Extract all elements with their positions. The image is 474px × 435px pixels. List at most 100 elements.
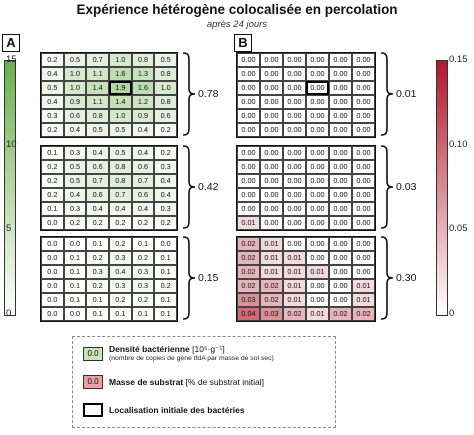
block-average-a-3: 0.15	[198, 272, 219, 284]
grid-cell: 0.02	[260, 293, 283, 307]
legend-location-swatch	[83, 403, 103, 417]
grid-cell: 0.00	[260, 53, 283, 67]
grid-cell: 0.7	[86, 53, 109, 67]
grid-cell: 0.0	[41, 216, 64, 230]
grid-cell: 0.2	[41, 160, 64, 174]
grid-cell: 0.00	[283, 160, 306, 174]
grid-cell: 0.7	[86, 174, 109, 188]
grid-cell: 0.5	[86, 123, 109, 137]
grid-cell: 0.3	[108, 251, 132, 265]
grid-cell: 0.2	[41, 53, 64, 67]
grid-cell: 0.00	[306, 188, 329, 202]
grid-cell: 0.00	[306, 160, 329, 174]
grid-cell: 0.1	[41, 202, 64, 216]
grid-cell: 0.1	[154, 307, 177, 321]
grid-cell: 0.4	[108, 265, 132, 279]
grid-cell: 0.1	[154, 265, 177, 279]
grid-b-block-2: 0.00 0.00 0.00 0.00 0.00 0.00 0.00 0.00 0.00 0.00…	[236, 145, 376, 231]
grid-cell: 0.00	[237, 53, 260, 67]
grid-cell: 0.02	[352, 307, 375, 321]
grid-cell: 0.8	[108, 174, 132, 188]
grid-cell: 0.2	[86, 279, 109, 293]
grid-cell: 0.3	[63, 202, 87, 216]
legend-density-unit: [10⁵·g⁻¹]	[192, 344, 225, 354]
grid-cell: 0.01	[306, 307, 329, 321]
grid-cell: 0.2	[154, 216, 177, 230]
grid-cell: 0.3	[131, 279, 155, 293]
grid-cell: 0.5	[108, 146, 132, 160]
grid-cell: 0.00	[352, 202, 375, 216]
grid-cell: 0.0	[41, 293, 64, 307]
grid-cell: 0.02	[260, 279, 283, 293]
grid-cell: 0.00	[352, 174, 375, 188]
grid-cell: 0.4	[63, 188, 87, 202]
grid-cell: 0.00	[260, 67, 283, 81]
grid-cell: 0.00	[260, 174, 283, 188]
grid-cell: 1.4	[86, 81, 109, 95]
colorbar-b-tick: 0.10	[449, 138, 468, 150]
grid-cell: 0.01	[352, 279, 375, 293]
grid-cell: 0.1	[63, 293, 87, 307]
legend-density-label: Densité bactérienne	[109, 344, 190, 354]
grid-cell: 0.00	[306, 237, 329, 251]
grid-cell: 0.1	[86, 307, 109, 321]
grid-cell: 0.01	[352, 293, 375, 307]
grid-a-block-3: 0.0 0.0 0.1 0.2 0.1 0.0 0.0 0.1 0.2 0.3 0.2 0.1 0.0 0…	[40, 236, 178, 322]
grid-cell: 0.00	[283, 146, 306, 160]
legend-substrate-text: Masse de substrat [% de substrat initial…	[109, 377, 264, 387]
grid-cell: 0.01	[260, 265, 283, 279]
colorbar-a-tick: 15	[6, 54, 17, 65]
grid-cell: 0.00	[329, 109, 352, 123]
grid-cell: 1.0	[108, 109, 132, 123]
grid-cell: 0.00	[260, 202, 283, 216]
grid-cell: 0.00	[306, 67, 329, 81]
grid-cell: 1.6	[131, 81, 155, 95]
grid-cell: 0.00	[237, 146, 260, 160]
grid-cell: 0.2	[86, 251, 109, 265]
brace-a-block-1	[182, 52, 196, 136]
grid-cell: 0.1	[63, 251, 87, 265]
grid-cell: 0.00	[237, 202, 260, 216]
grid-cell: 0.00	[329, 279, 352, 293]
grid-cell: 0.5	[63, 160, 87, 174]
grid-cell: 0.2	[41, 174, 64, 188]
grid-cell: 0.2	[41, 188, 64, 202]
grid-cell: 0.00	[352, 53, 375, 67]
grid-cell: 0.00	[260, 81, 283, 95]
grid-cell: 0.00	[283, 237, 306, 251]
grid-cell: 0.3	[131, 265, 155, 279]
grid-cell: 1.6	[108, 67, 132, 81]
grid-cell: 0.00	[237, 123, 260, 137]
block-average-a-2: 0.42	[198, 181, 219, 193]
brace-b-block-1	[380, 52, 394, 136]
grid-cell: 0.4	[63, 123, 87, 137]
grid-cell: 0.00	[237, 95, 260, 109]
grid-cell: 0.9	[131, 109, 155, 123]
grid-b-block-3: 0.02 0.01 0.00 0.00 0.00 0.00 0.02 0.01 0.01 0.00…	[236, 236, 376, 322]
grid-cell: 1.1	[86, 95, 109, 109]
grid-cell: 0.4	[154, 174, 177, 188]
grid-cell: 0.00	[329, 160, 352, 174]
grid-cell: 0.01	[260, 237, 283, 251]
grid-cell: 0.2	[108, 293, 132, 307]
legend-box: 0.0 Densité bactérienne [10⁵·g⁻¹] (nombr…	[72, 336, 336, 428]
grid-cell: 0.00	[306, 279, 329, 293]
grid-cell: 0.0	[41, 279, 64, 293]
block-average-b-1: 0.01	[396, 88, 417, 100]
grid-cell: 0.00	[237, 81, 260, 95]
grid-cell: 0.00	[352, 160, 375, 174]
grid-cell: 0.00	[260, 123, 283, 137]
grid-cell: 0.00	[260, 216, 283, 230]
grid-cell: 0.6	[63, 109, 87, 123]
grid-cell: 1.1	[86, 67, 109, 81]
grid-cell: 0.4	[131, 146, 155, 160]
colorbar-b-tick: 0.05	[449, 223, 468, 235]
grid-cell: 0.00	[237, 160, 260, 174]
grid-cell: 0.1	[63, 265, 87, 279]
legend-density-text: Densité bactérienne [10⁵·g⁻¹]	[109, 344, 225, 354]
grid-cell: 0.4	[108, 202, 132, 216]
grid-cell: 0.02	[237, 279, 260, 293]
grid-cell: 0.1	[154, 251, 177, 265]
grid-cell: 0.00	[352, 265, 375, 279]
colorbar-a-tick: 5	[6, 223, 12, 235]
